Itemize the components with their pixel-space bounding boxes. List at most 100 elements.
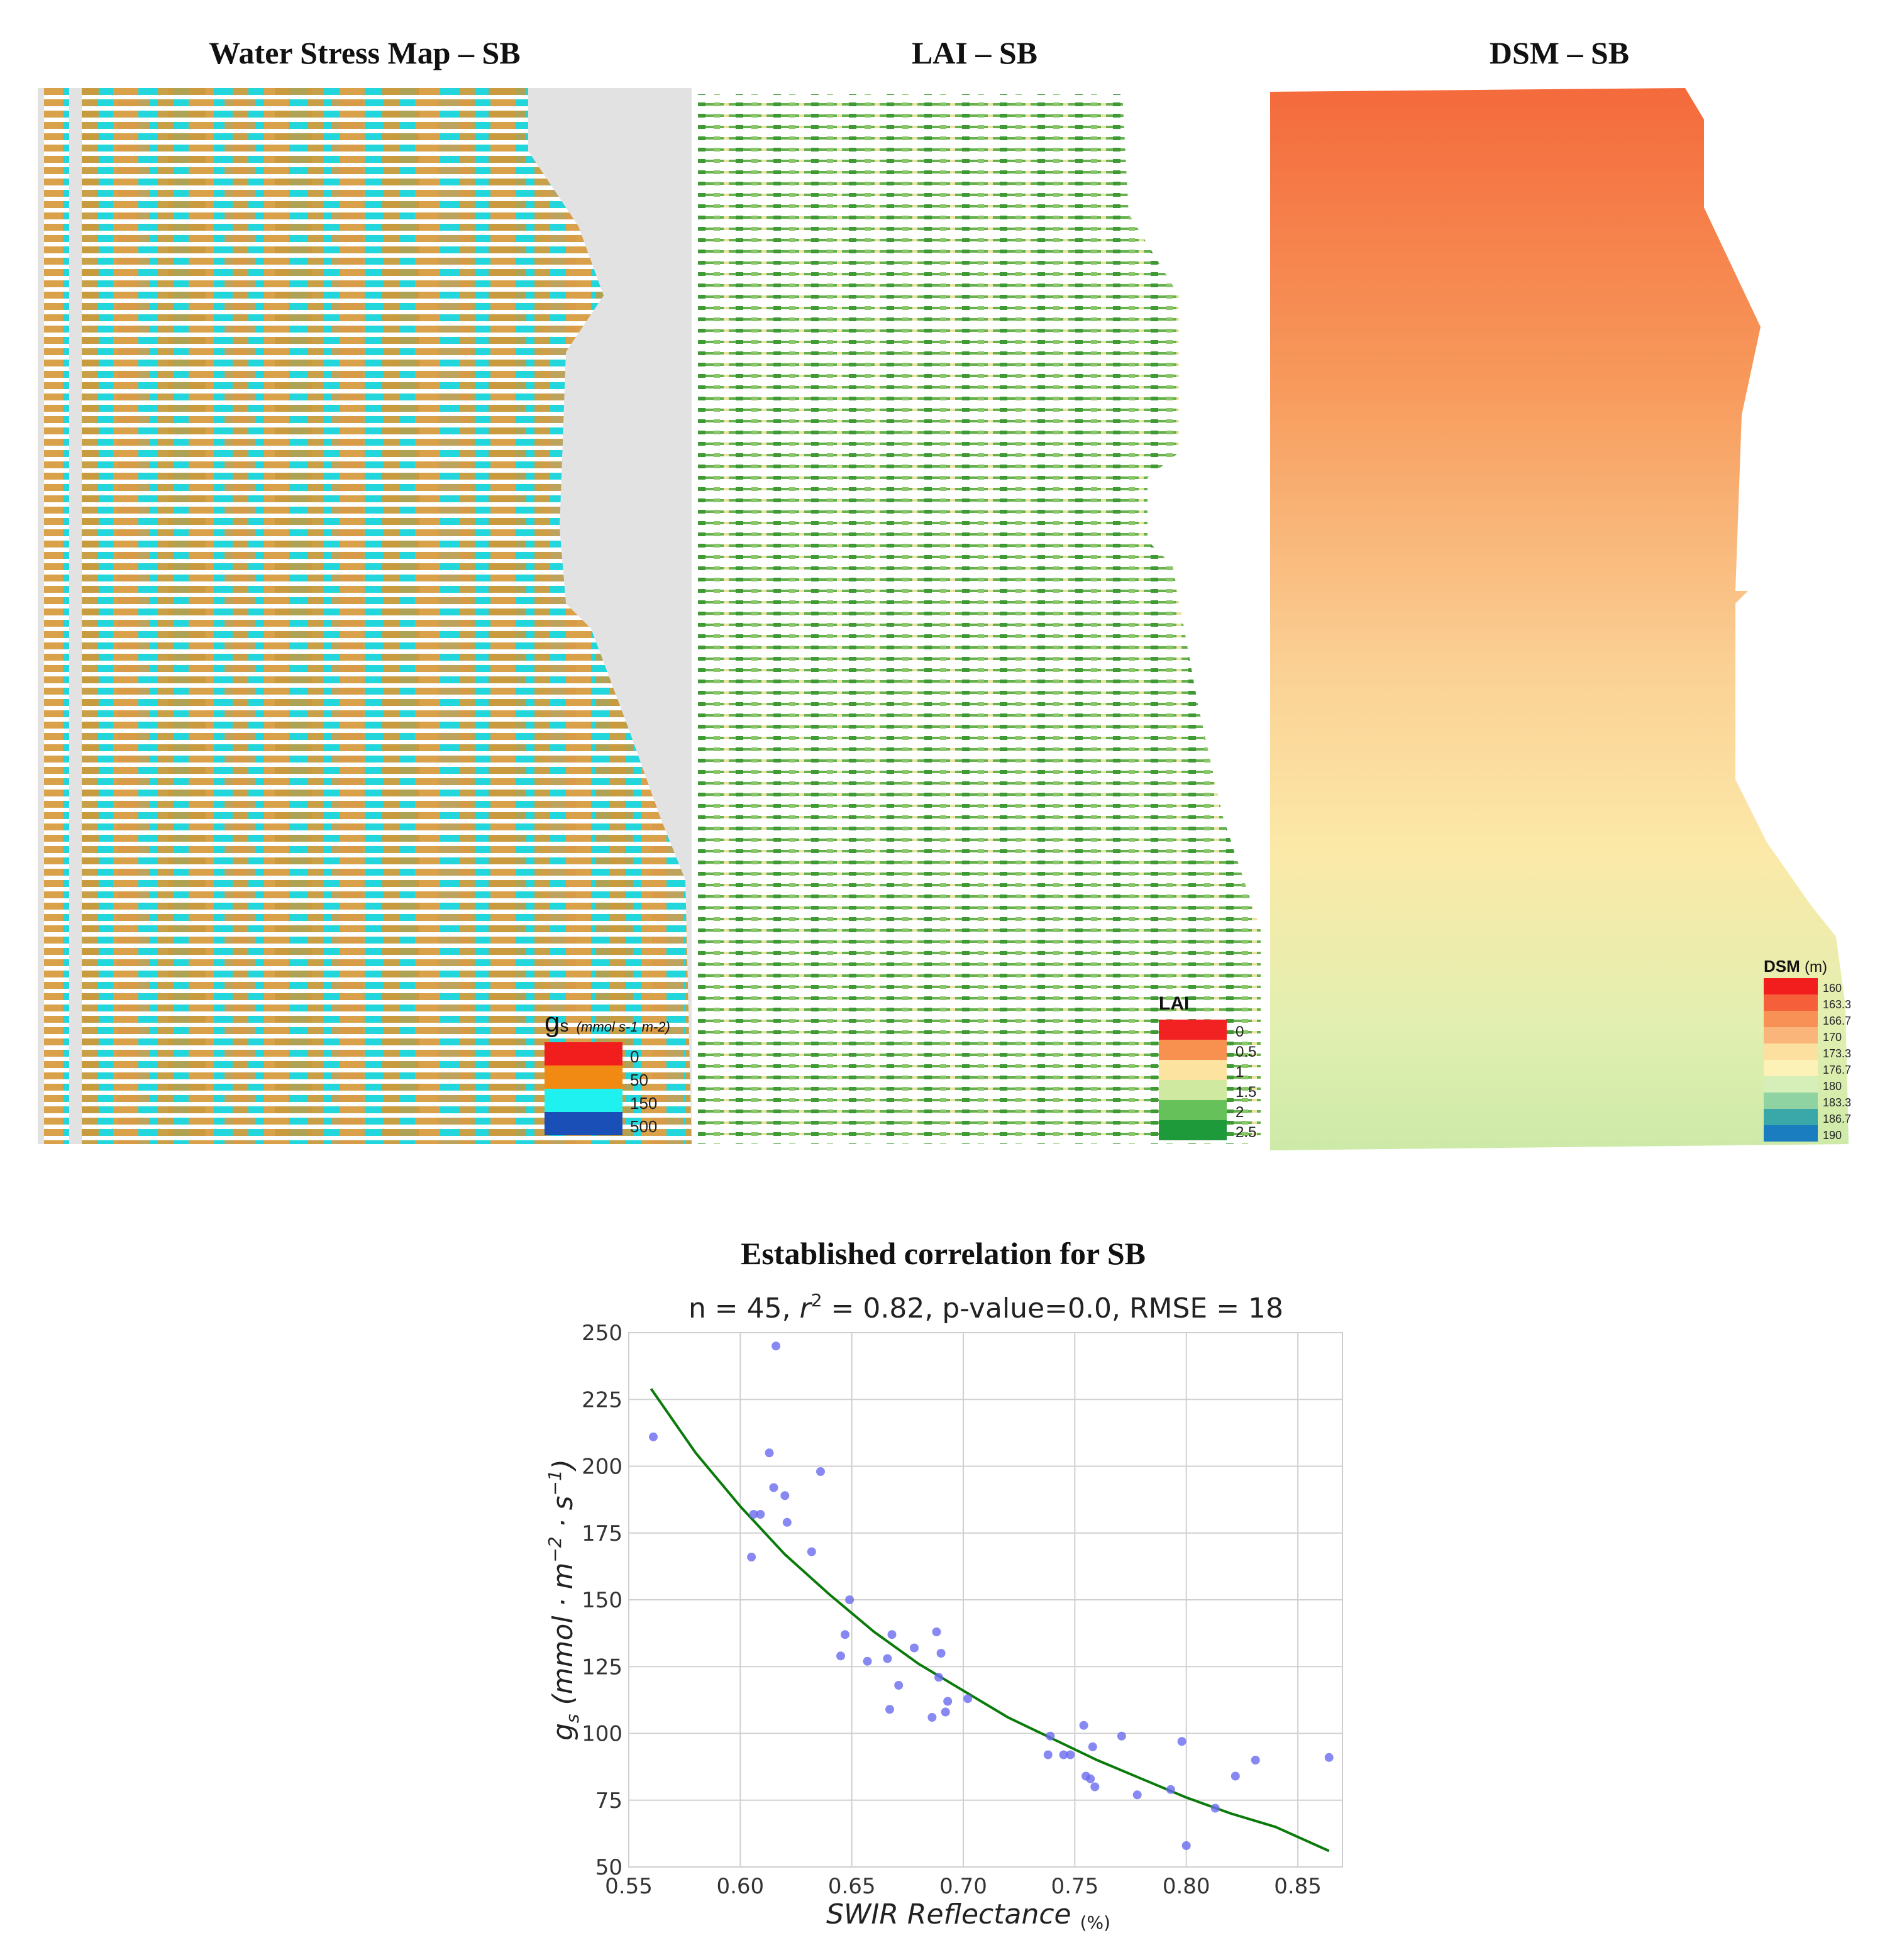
data-point: [1086, 1774, 1095, 1783]
data-point: [816, 1467, 825, 1476]
lai-legend-label: 0: [1236, 1023, 1244, 1040]
data-point: [943, 1697, 953, 1706]
chart-title: Established correlation for SB: [740, 1236, 1146, 1271]
subtitle-pre: n = 45,: [689, 1292, 800, 1324]
data-point: [932, 1627, 941, 1636]
y-tick-label: 100: [582, 1722, 622, 1747]
lai-legend-label: 0.5: [1236, 1043, 1257, 1060]
lai-legend-swatch: [1159, 1060, 1227, 1080]
water_stress-legend-label: 500: [630, 1116, 658, 1136]
y-tick-label: 200: [582, 1455, 622, 1480]
gs-subscript: s: [560, 1016, 569, 1035]
subtitle-r: r: [800, 1292, 813, 1324]
data-point: [887, 1630, 897, 1639]
data-point: [941, 1707, 950, 1717]
data-point: [927, 1713, 937, 1722]
dsm-legend-swatch: [1764, 1125, 1818, 1142]
x-axis-label-unit: (%): [1080, 1912, 1110, 1933]
data-point: [885, 1705, 894, 1714]
gs-symbol: g: [545, 1007, 560, 1038]
dsm-legend-label: 183.3: [1823, 1096, 1852, 1109]
x-tick-label: 0.80: [1163, 1874, 1210, 1899]
data-point: [841, 1630, 849, 1639]
data-point: [1132, 1790, 1142, 1800]
dsm-legend-swatch: [1764, 1027, 1818, 1043]
dsm-legend-label: DSM: [1764, 957, 1800, 976]
dsm-legend-swatch: [1764, 1011, 1818, 1027]
lai-legend-label: 1: [1236, 1064, 1244, 1081]
dsm-legend-swatch: [1764, 1043, 1818, 1060]
data-point: [769, 1483, 778, 1492]
data-point: [1059, 1750, 1068, 1759]
y-label-exp2: −1: [545, 1470, 565, 1495]
data-point: [836, 1651, 845, 1661]
dsm-legend-unit: (m): [1805, 959, 1827, 976]
data-point: [749, 1510, 758, 1519]
data-point: [747, 1553, 756, 1561]
dsm-legend-label: 170: [1823, 1031, 1842, 1043]
data-point: [649, 1432, 658, 1441]
data-point: [1046, 1731, 1055, 1741]
gs-unit: (mmol s-1 m-2): [576, 1019, 670, 1035]
data-point: [863, 1656, 872, 1666]
dsm-legend-swatch: [1764, 1076, 1818, 1093]
water_stress-legend-swatch: [545, 1065, 622, 1089]
data-point: [780, 1491, 790, 1500]
data-point: [1090, 1782, 1100, 1792]
x-tick-label: 0.85: [1274, 1874, 1322, 1899]
data-point: [1181, 1841, 1191, 1850]
x-tick-label: 0.65: [828, 1874, 876, 1899]
x-axis-label: SWIR Reflectance (%): [826, 1898, 1110, 1933]
data-point: [772, 1341, 781, 1351]
y-label-body: (mmol · m: [547, 1563, 579, 1714]
subtitle-post: = 0.82, p-value=0.0, RMSE = 18: [822, 1292, 1284, 1324]
water-stress-map: [38, 88, 692, 1144]
lai-legend-swatch: [1159, 1080, 1227, 1100]
data-point: [807, 1547, 816, 1556]
y-tick-labels: 50 75 100 125 150 175 200 225 250: [582, 1321, 622, 1880]
lai-legend-title: LAI: [1159, 993, 1190, 1014]
y-tick-label: 225: [582, 1387, 622, 1412]
lai-title: LAI – SB: [911, 35, 1038, 70]
data-point: [1251, 1756, 1260, 1765]
data-point: [963, 1694, 973, 1704]
y-tick-label: 250: [582, 1321, 622, 1346]
data-point: [756, 1510, 765, 1519]
dsm-legend-label: 180: [1823, 1080, 1842, 1093]
water_stress-legend-label: 150: [630, 1093, 658, 1113]
y-label-end: ): [547, 1459, 579, 1472]
y-label-exp1: −2: [545, 1536, 565, 1562]
water_stress-legend-label: 0: [630, 1047, 639, 1066]
data-point: [1066, 1750, 1075, 1759]
y-tick-label: 175: [582, 1521, 622, 1546]
y-label-mid: · s: [547, 1495, 579, 1536]
water_stress-legend-swatch: [545, 1042, 622, 1065]
lai-legend-label: 2.5: [1236, 1124, 1257, 1141]
fit-curve: [650, 1388, 1330, 1853]
x-axis-label-text: SWIR Reflectance: [826, 1898, 1071, 1930]
lai-legend-label: 2: [1236, 1104, 1244, 1121]
data-point: [934, 1673, 943, 1682]
subtitle-sup: 2: [811, 1290, 822, 1311]
x-tick-label: 0.70: [939, 1874, 987, 1899]
y-tick-label: 150: [582, 1588, 622, 1613]
data-point: [1079, 1721, 1088, 1730]
data-point: [1231, 1771, 1240, 1781]
data-point: [1166, 1785, 1175, 1794]
dsm-legend-label: 190: [1823, 1129, 1842, 1142]
dsm-legend-label: 186.7: [1823, 1113, 1852, 1125]
y-label-sub: s: [562, 1714, 583, 1723]
lai-legend-swatch: [1159, 1100, 1227, 1120]
data-point: [765, 1448, 774, 1458]
water-stress-title: Water Stress Map – SB: [209, 35, 521, 70]
water_stress-legend-swatch: [545, 1089, 622, 1112]
data-points: [649, 1341, 1334, 1850]
dsm-legend-title: DSM (m): [1764, 957, 1827, 976]
chart-subtitle: n = 45, r2 = 0.82, p-value=0.0, RMSE = 1…: [689, 1290, 1283, 1324]
data-point: [1043, 1750, 1053, 1759]
dsm-legend-swatch: [1764, 1109, 1818, 1125]
data-point: [894, 1681, 904, 1690]
y-label-g: g: [547, 1723, 579, 1741]
lai-legend-swatch: [1159, 1020, 1227, 1040]
